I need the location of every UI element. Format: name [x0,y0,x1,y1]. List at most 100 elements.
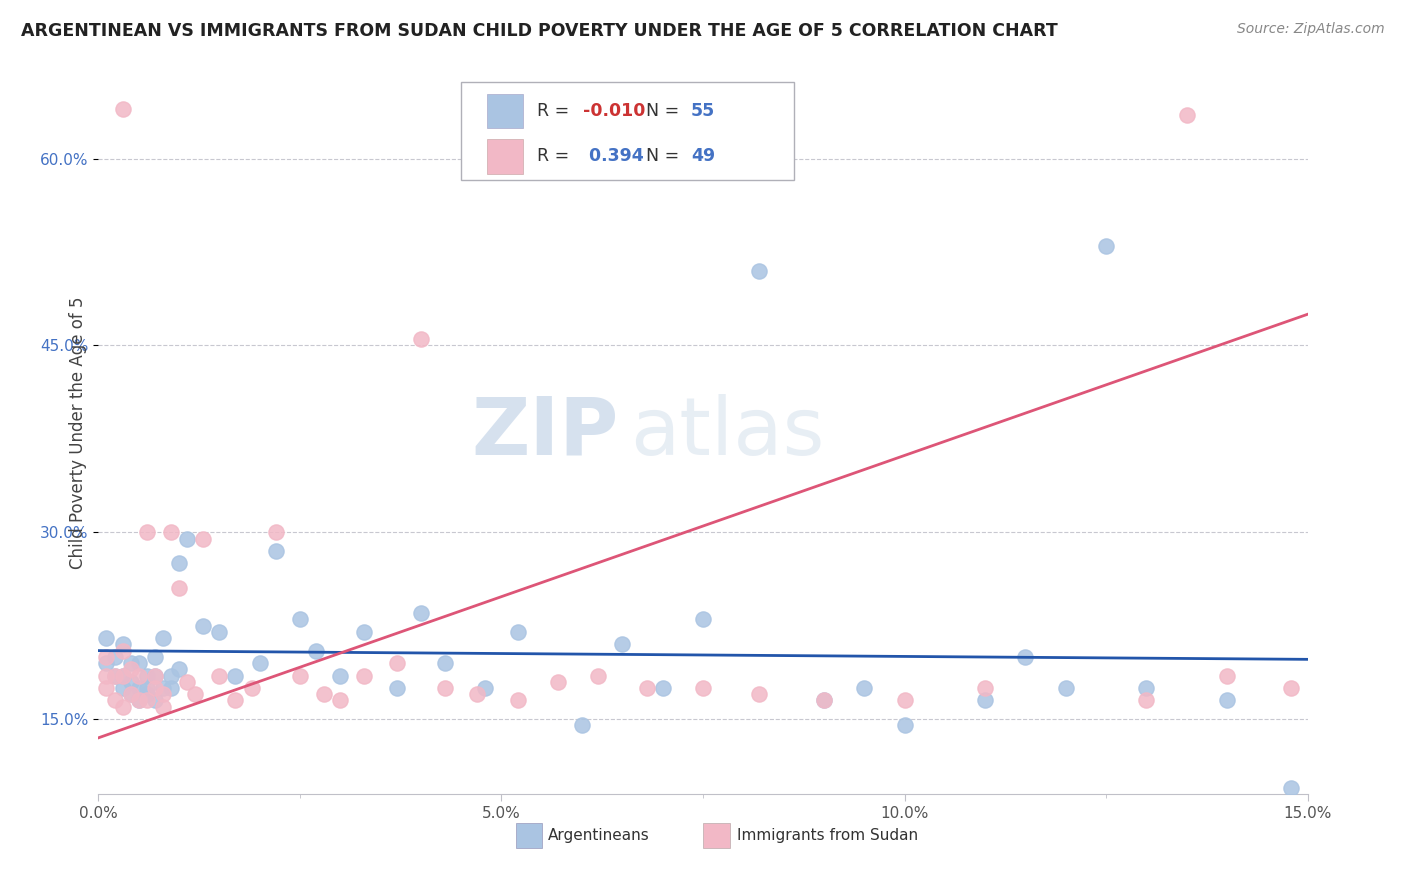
Point [193,532,215,546]
Point [1135,681,1157,695]
Text: ZIP: ZIP [471,393,619,472]
Point [288,668,311,682]
Point [128,668,150,682]
Point [96,681,118,695]
Point [111,643,134,657]
Point [111,637,134,651]
Point [224,668,246,682]
Point [96,649,118,664]
Text: atlas: atlas [630,393,825,472]
Point [465,687,488,701]
Point [329,668,352,682]
Point [1281,681,1303,695]
Point [143,649,166,664]
Point [103,668,125,682]
Point [1175,108,1198,122]
Point [111,681,134,695]
Point [547,674,569,689]
Text: 55: 55 [690,102,716,120]
Point [160,668,183,682]
Point [96,656,118,670]
Point [1014,649,1036,664]
Y-axis label: Child Poverty Under the Age of 5: Child Poverty Under the Age of 5 [69,296,87,569]
Point [314,687,336,701]
Point [184,687,207,701]
Point [506,624,529,639]
Point [111,668,134,682]
Point [385,656,408,670]
Text: ARGENTINEAN VS IMMIGRANTS FROM SUDAN CHILD POVERTY UNDER THE AGE OF 5 CORRELATIO: ARGENTINEAN VS IMMIGRANTS FROM SUDAN CHI… [21,22,1057,40]
Bar [703,822,730,848]
Point [353,668,375,682]
Point [434,656,457,670]
Point [160,681,183,695]
Point [111,699,134,714]
Point [1216,668,1239,682]
Point [152,699,174,714]
Point [208,624,231,639]
Point [143,668,166,682]
Point [329,693,352,707]
Point [974,681,997,695]
Point [1054,681,1077,695]
Point [249,656,271,670]
Point [128,681,150,695]
Point [288,612,311,626]
Point [103,649,125,664]
FancyBboxPatch shape [461,82,793,180]
Bar [486,139,523,174]
Point [160,525,183,540]
Bar [486,94,523,128]
Point [167,557,190,571]
Point [651,681,673,695]
Point [152,631,174,645]
Point [128,693,150,707]
Point [96,668,118,682]
Point [111,102,134,116]
Point [813,693,835,707]
Point [143,693,166,707]
Point [434,681,457,695]
Point [103,693,125,707]
Point [893,693,915,707]
Point [120,662,142,676]
Text: R =: R = [537,147,575,165]
Point [135,681,157,695]
Point [1216,693,1239,707]
Point [409,607,432,621]
Point [176,532,198,546]
Point [305,643,328,657]
Point [506,693,529,707]
Point [224,693,246,707]
Point [176,674,198,689]
Point [143,668,166,682]
Text: 49: 49 [690,147,716,165]
Point [120,687,142,701]
Point [474,681,496,695]
Point [96,631,118,645]
Text: Argentineans: Argentineans [548,829,650,843]
Point [1135,693,1157,707]
Point [974,693,997,707]
Point [120,674,142,689]
Point [692,612,714,626]
Point [152,681,174,695]
Point [612,637,634,651]
Bar [516,822,543,848]
Point [143,681,166,695]
Text: -0.010: -0.010 [583,102,645,120]
Point [409,332,432,346]
Point [135,668,157,682]
Point [748,263,770,277]
Point [111,668,134,682]
Point [240,681,263,695]
Point [893,718,915,732]
Text: N =: N = [647,147,685,165]
Point [692,681,714,695]
Point [571,718,593,732]
Point [636,681,658,695]
Text: Source: ZipAtlas.com: Source: ZipAtlas.com [1237,22,1385,37]
Point [208,668,231,682]
Point [264,525,287,540]
Point [120,656,142,670]
